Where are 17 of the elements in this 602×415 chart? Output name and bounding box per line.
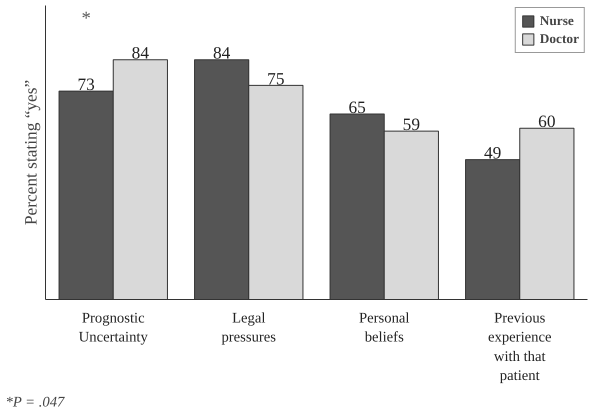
y-axis-title: Percent stating “yes”	[22, 80, 40, 226]
data-label: 65	[348, 98, 366, 117]
annotation: *	[81, 8, 91, 30]
data-label: 84	[212, 44, 231, 63]
data-label: 84	[132, 44, 150, 63]
data-label: 75	[267, 69, 285, 88]
legend-label: Nurse	[540, 13, 574, 29]
x-tick-label: Personal beliefs	[359, 310, 410, 346]
data-label: 73	[77, 75, 95, 94]
data-label: 49	[484, 144, 502, 163]
x-tick-label: Prognostic Uncertainty	[78, 310, 149, 346]
text: *P = .047	[6, 394, 66, 410]
data-label: 60	[538, 112, 556, 132]
data-label: 59	[402, 115, 420, 134]
x-tick-label: Legal pressures	[221, 310, 276, 346]
x-tick-label: Previous experience with that patient	[488, 310, 552, 384]
legend-label: Doctor	[540, 31, 579, 47]
